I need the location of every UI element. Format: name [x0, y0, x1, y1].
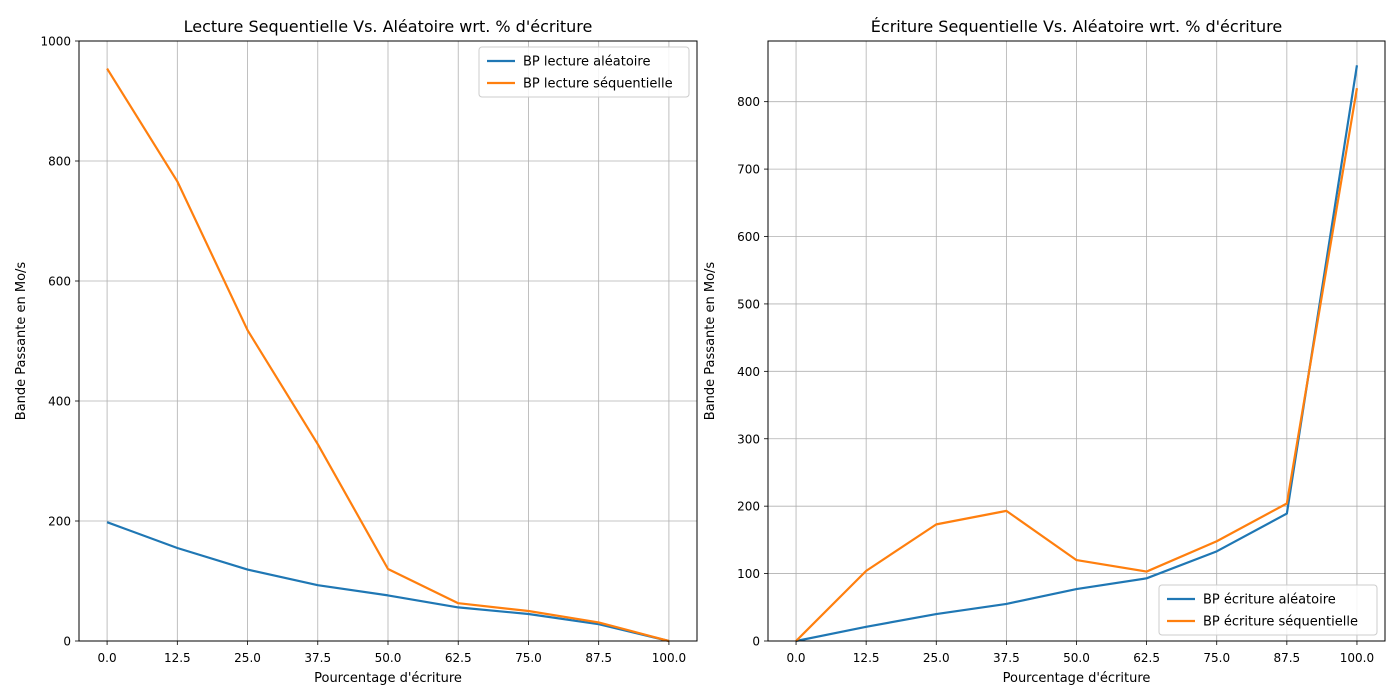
x-tick-label: 0.0: [98, 651, 117, 665]
x-tick-label: 100.0: [1340, 651, 1374, 665]
x-tick-label: 75.0: [515, 651, 542, 665]
legend-entry-1: BP écriture aléatoire: [1203, 593, 1336, 608]
legend: BP lecture aléatoire BP lecture séquentie…: [478, 46, 690, 98]
series-line-1: [106, 521, 670, 643]
legend-entry-2: BP lecture séquentielle: [523, 77, 673, 92]
y-tick-label: 400: [48, 395, 71, 409]
series-line-2: [106, 68, 670, 643]
y-tick-label: 700: [737, 163, 760, 177]
y-axis-label: Bande Passante en Mo/s: [14, 262, 29, 421]
series-line-1: [795, 65, 1359, 643]
x-tick-label: 50.0: [1063, 651, 1090, 665]
x-tick-label: 37.5: [304, 651, 331, 665]
y-tick-label: 200: [48, 515, 71, 529]
y-axis-label: Bande Passante en Mo/s: [703, 262, 718, 421]
x-tick-label: 75.0: [1203, 651, 1230, 665]
y-tick-label: 800: [737, 95, 760, 109]
y-tick-label: 100: [737, 567, 760, 581]
y-tick-label: 0: [63, 635, 71, 649]
chart-2: 0.0 12.5 25.0 37.5 50.0 62.5 75.0 87.5 100.0 0 100…: [703, 17, 1386, 686]
x-tick-label: 62.5: [445, 651, 472, 665]
x-tick-label: 25.0: [923, 651, 950, 665]
x-tick-label: 25.0: [234, 651, 261, 665]
x-tick-label: 62.5: [1133, 651, 1160, 665]
y-tick-label: 600: [737, 230, 760, 244]
y-tick-label: 200: [737, 500, 760, 514]
x-tick-label: 37.5: [993, 651, 1020, 665]
y-tick-label: 300: [737, 432, 760, 446]
legend-box: [478, 46, 690, 98]
x-axis-label: Pourcentage d'écriture: [1003, 671, 1151, 686]
chart-1: 0.0 12.5 25.0 37.5 50.0 62.5 75.0 87.5 100.0 0 200…: [14, 17, 698, 686]
chart-title: Lecture Sequentielle Vs. Aléatoire wrt. …: [184, 17, 593, 36]
y-tick-label: 500: [737, 297, 760, 311]
y-tick-label: 600: [48, 275, 71, 289]
legend-box: [1158, 584, 1378, 636]
y-tick-label: 1000: [40, 35, 71, 49]
series-line-2: [795, 88, 1359, 642]
y-tick-label: 400: [737, 365, 760, 379]
legend: BP écriture aléatoire BP écriture séquent…: [1158, 584, 1378, 636]
legend-entry-1: BP lecture aléatoire: [523, 55, 650, 70]
x-tick-label: 12.5: [853, 651, 880, 665]
y-tick-label: 800: [48, 155, 71, 169]
y-tick-label: 0: [752, 635, 760, 649]
x-tick-label: 100.0: [652, 651, 686, 665]
legend-entry-2: BP écriture séquentielle: [1203, 615, 1358, 630]
x-tick-label: 50.0: [375, 651, 402, 665]
chart-title: Écriture Sequentielle Vs. Aléatoire wrt.…: [871, 17, 1282, 36]
x-tick-label: 0.0: [786, 651, 805, 665]
x-tick-label: 12.5: [164, 651, 191, 665]
x-tick-label: 87.5: [585, 651, 612, 665]
x-axis-label: Pourcentage d'écriture: [314, 671, 462, 686]
x-tick-label: 87.5: [1273, 651, 1300, 665]
